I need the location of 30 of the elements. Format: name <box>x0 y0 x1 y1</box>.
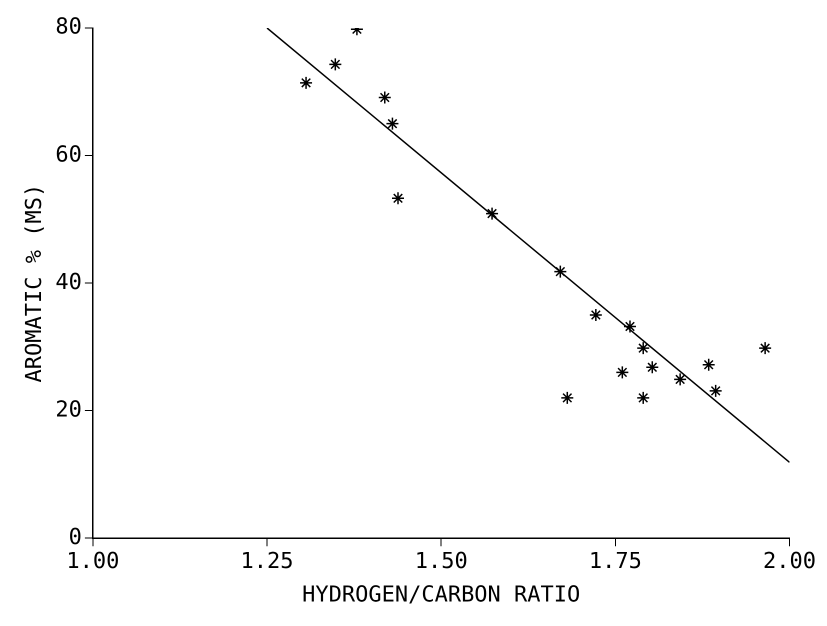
point <box>616 366 630 380</box>
point <box>328 58 342 72</box>
point <box>636 341 650 355</box>
y-tick-label: 80 <box>55 14 82 40</box>
y-tick-label: 60 <box>55 142 82 168</box>
point <box>378 90 392 104</box>
point <box>623 320 637 334</box>
point <box>708 384 722 398</box>
x-tick-label: 1.50 <box>414 549 468 574</box>
y-axis-title: AROMATIC % (MS) <box>22 184 47 382</box>
point <box>758 341 772 355</box>
point <box>636 391 650 405</box>
x-tick-label: 1.00 <box>66 549 120 574</box>
point <box>673 372 687 386</box>
point <box>386 116 400 130</box>
point <box>589 308 603 322</box>
x-tick-label: 2.00 <box>763 549 816 574</box>
point <box>485 206 499 220</box>
y-tick-label: 40 <box>55 270 82 295</box>
point <box>299 76 313 90</box>
x-axis-title: HYDROGEN/CARBON RATIO <box>302 582 580 608</box>
point <box>554 264 568 278</box>
point <box>702 358 716 372</box>
point <box>391 192 405 206</box>
y-tick-label: 0 <box>68 524 82 550</box>
point <box>560 391 574 405</box>
x-tick-label: 1.75 <box>588 549 642 574</box>
x-tick-label: 1.25 <box>240 549 294 574</box>
y-tick-label: 20 <box>55 397 82 422</box>
point <box>646 360 660 374</box>
